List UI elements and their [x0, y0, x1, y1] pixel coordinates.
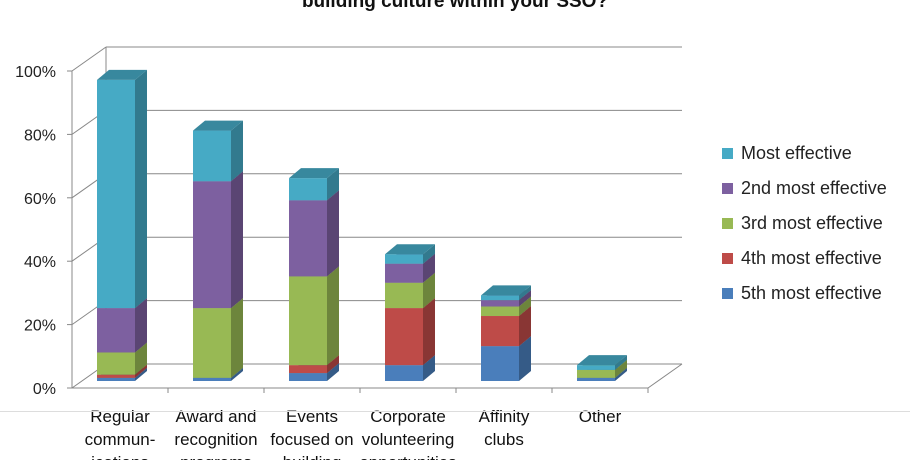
bar-segment: [193, 181, 231, 309]
bar-segment: [481, 316, 519, 347]
x-tick-label: Affinity clubs: [479, 407, 530, 449]
y-tick-label: 100%: [15, 64, 56, 81]
bar-side: [327, 168, 339, 201]
gridline-side: [71, 46, 107, 72]
x-tick-label: Award andrecognitionprograms: [174, 407, 257, 460]
y-tick-label: 0%: [33, 381, 56, 398]
legend-swatch: [722, 253, 733, 264]
bar-segment: [97, 374, 135, 378]
bar-segment: [577, 377, 615, 381]
chart-title: building culture within your SSO?: [301, 0, 609, 12]
bar-segment: [577, 365, 615, 370]
y-tick-label: 80%: [24, 127, 56, 144]
bar-side: [327, 190, 339, 277]
bar-segment: [289, 200, 327, 277]
legend-label: 2nd most effective: [741, 178, 887, 198]
bar-segment: [97, 377, 135, 381]
bar-segment: [481, 306, 519, 317]
legend-swatch: [722, 288, 733, 299]
bar-segment: [481, 295, 519, 301]
bar-segment: [289, 276, 327, 366]
bar-segment: [385, 308, 423, 366]
bar-side: [615, 355, 627, 370]
bar-top: [289, 168, 339, 179]
bar-side: [135, 342, 147, 375]
bar-side: [231, 298, 243, 378]
bar-top: [481, 285, 531, 296]
bar-segment: [385, 365, 423, 381]
x-tick-label: Other: [579, 407, 622, 426]
legend-swatch: [722, 148, 733, 159]
bar-segment: [193, 308, 231, 378]
x-tick-label: Corporatevolunteeringopportunities: [359, 407, 456, 460]
bar-side: [519, 306, 531, 347]
legend: Most effective 2nd most effective 3rd most…: [722, 136, 887, 311]
bar-segment: [289, 373, 327, 381]
legend-item: 5th most effective: [722, 276, 887, 311]
bar-segment: [97, 308, 135, 353]
bar-side: [423, 355, 435, 381]
legend-label: 5th most effective: [741, 283, 882, 303]
bar-segment: [577, 369, 615, 378]
bar-side: [519, 296, 531, 317]
bar-side: [519, 290, 531, 307]
legend-item: Most effective: [722, 136, 887, 171]
bar-side: [423, 298, 435, 366]
bar-side: [327, 266, 339, 366]
bar-side: [423, 272, 435, 309]
bar-side: [327, 363, 339, 381]
divider: [0, 411, 910, 412]
bar-side: [327, 355, 339, 374]
bar-top: [97, 69, 147, 80]
bar-segment: [289, 178, 327, 201]
bar-segment: [385, 263, 423, 283]
y-tick-label: 60%: [24, 191, 56, 208]
bar-side: [135, 69, 147, 309]
bar-side: [519, 285, 531, 301]
legend-label: 3rd most effective: [741, 213, 883, 233]
legend-item: 2nd most effective: [722, 171, 887, 206]
legend-label: 4th most effective: [741, 248, 882, 268]
legend-label: Most effective: [741, 143, 852, 163]
y-tick-label: 40%: [24, 254, 56, 271]
legend-swatch: [722, 218, 733, 229]
bar-side: [615, 367, 627, 381]
bar-segment: [193, 377, 231, 381]
legend-item: 3rd most effective: [722, 206, 887, 241]
bar-side: [423, 253, 435, 283]
bar-side: [615, 359, 627, 378]
bar-top: [577, 355, 627, 366]
bar-side: [231, 367, 243, 381]
bar-segment: [97, 79, 135, 309]
bar-top: [193, 120, 243, 131]
bar-segment: [385, 254, 423, 264]
bar-side: [135, 364, 147, 378]
bar-side: [135, 367, 147, 381]
bar-side: [519, 336, 531, 381]
bar-side: [231, 120, 243, 182]
bar-segment: [481, 346, 519, 381]
bar-top: [385, 244, 435, 255]
legend-swatch: [722, 183, 733, 194]
bar-segment: [97, 352, 135, 375]
legend-item: 4th most effective: [722, 241, 887, 276]
bar-segment: [193, 130, 231, 182]
y-tick-label: 20%: [24, 318, 56, 335]
bar-side: [231, 171, 243, 309]
bar-segment: [385, 282, 423, 309]
bar-segment: [481, 300, 519, 307]
bar-segment: [289, 365, 327, 374]
floor-edge: [647, 363, 683, 389]
bar-side: [135, 298, 147, 353]
bar-side: [423, 244, 435, 264]
